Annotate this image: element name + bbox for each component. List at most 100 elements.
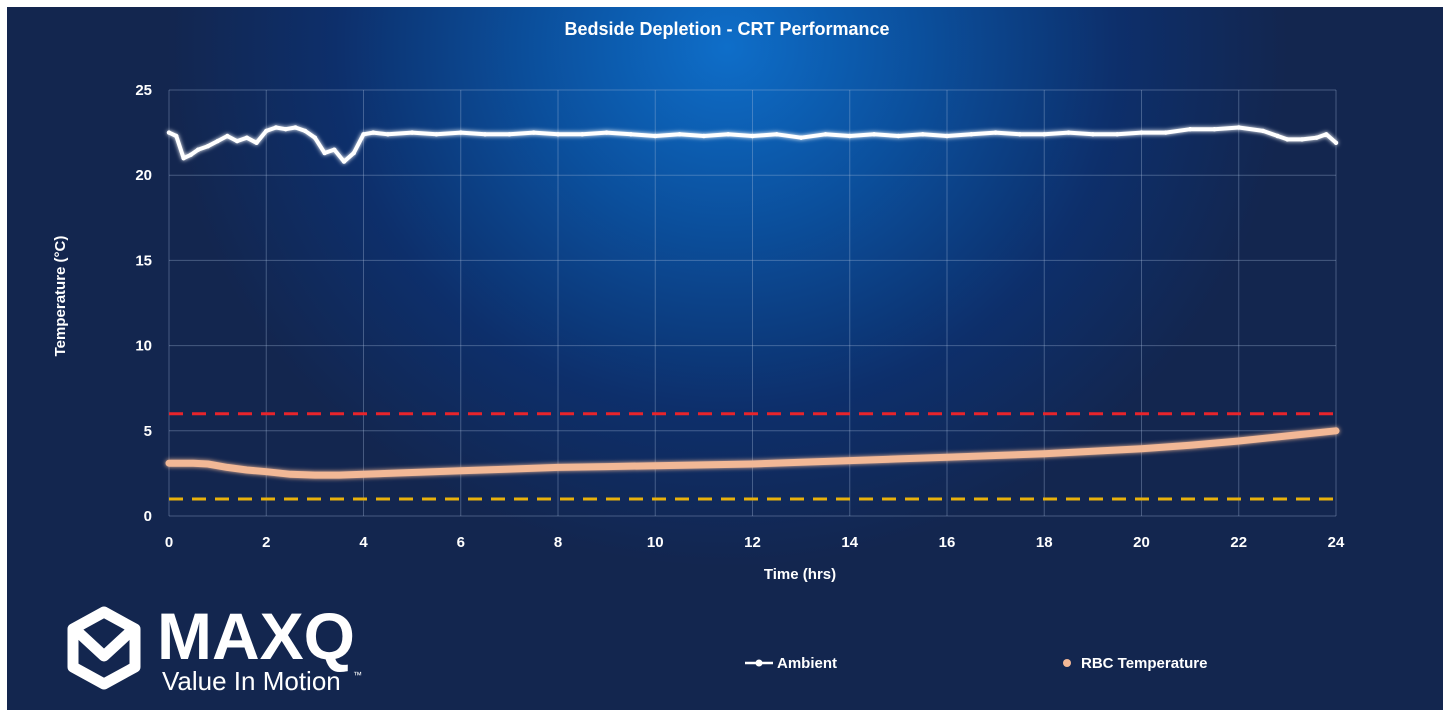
data-point-ambient: [1314, 135, 1319, 140]
y-tick-label: 20: [135, 167, 152, 184]
x-tick-label: 22: [1230, 534, 1247, 551]
data-point-ambient: [580, 132, 585, 137]
x-tick-label: 20: [1133, 534, 1150, 551]
data-point-ambient: [628, 132, 634, 137]
x-tick-label: 12: [744, 534, 761, 551]
data-point-ambient: [1187, 126, 1193, 132]
x-axis-label: Time (hrs): [764, 566, 836, 583]
data-point-rbc-temperature: [992, 452, 999, 459]
data-point-ambient: [254, 140, 259, 146]
data-point-ambient: [1114, 132, 1120, 137]
data-point-ambient: [555, 132, 561, 137]
data-point-ambient: [205, 144, 211, 149]
data-point-rbc-temperature: [555, 464, 561, 471]
data-point-rbc-temperature: [652, 462, 659, 469]
data-point-ambient: [677, 132, 682, 137]
brand-tagline: Value In Motion: [162, 666, 341, 696]
data-point-ambient: [1260, 128, 1266, 134]
data-point-ambient: [1324, 132, 1329, 137]
x-tick-label: 2: [262, 534, 270, 551]
data-point-ambient: [1236, 125, 1241, 130]
data-point-rbc-temperature: [287, 471, 294, 478]
data-point-ambient: [341, 159, 347, 164]
data-point-rbc-temperature: [166, 460, 172, 467]
data-point-rbc-temperature: [1041, 450, 1048, 457]
legend-item-ambient: Ambient: [745, 655, 837, 672]
data-point-ambient: [750, 133, 755, 139]
y-tick-label: 5: [144, 423, 152, 440]
legend-label-rbc-temperature: RBC Temperature: [1081, 655, 1207, 672]
data-point-rbc-temperature: [1235, 438, 1242, 445]
brand-logo: MAXQ Value In Motion ™: [67, 599, 362, 696]
data-point-ambient: [273, 125, 279, 130]
series-line-ambient: [167, 125, 1338, 164]
rbc-legend-marker: [1063, 659, 1071, 667]
data-point-ambient: [371, 130, 376, 135]
data-point-rbc-temperature: [263, 468, 270, 475]
data-point-rbc-temperature: [190, 460, 197, 467]
x-axis: 0 2 4 6 8 10 12 14 16 18 20 22 24: [165, 534, 1345, 551]
data-point-ambient: [434, 132, 439, 137]
data-point-ambient: [944, 133, 950, 139]
data-point-ambient: [361, 132, 366, 137]
x-tick-label: 24: [1328, 534, 1345, 551]
data-point-ambient: [1212, 126, 1217, 132]
data-point-ambient: [458, 130, 463, 135]
data-point-ambient: [920, 132, 925, 137]
data-point-ambient: [409, 130, 415, 135]
data-point-ambient: [993, 130, 998, 135]
data-point-ambient: [1139, 130, 1144, 135]
data-point-rbc-temperature: [1333, 427, 1339, 434]
data-point-ambient: [264, 128, 269, 134]
data-point-ambient: [1333, 140, 1339, 146]
data-point-rbc-temperature: [700, 461, 707, 468]
data-point-rbc-temperature: [360, 471, 367, 478]
data-point-ambient: [823, 132, 828, 137]
data-point-rbc-temperature: [204, 461, 211, 468]
data-point-ambient: [312, 135, 318, 140]
data-point-rbc-temperature: [895, 455, 902, 462]
data-point-ambient: [507, 132, 512, 137]
y-axis-label: Temperature (°C): [52, 236, 69, 357]
data-point-rbc-temperature: [1284, 432, 1291, 439]
data-point-rbc-temperature: [336, 472, 343, 479]
data-point-ambient: [701, 133, 707, 139]
data-point-ambient: [1017, 132, 1023, 137]
data-point-rbc-temperature: [224, 464, 231, 471]
x-tick-label: 0: [165, 534, 173, 551]
data-point-ambient: [1090, 132, 1096, 137]
series-layer: [165, 125, 1340, 479]
data-point-rbc-temperature: [798, 459, 805, 466]
data-point-ambient: [798, 135, 804, 140]
data-point-ambient: [1066, 130, 1071, 135]
data-point-ambient: [1299, 137, 1305, 142]
data-point-ambient: [234, 138, 240, 144]
x-tick-label: 10: [647, 534, 664, 551]
data-point-ambient: [774, 132, 780, 137]
data-point-ambient: [195, 147, 201, 152]
data-point-ambient: [188, 152, 194, 157]
data-point-rbc-temperature: [749, 461, 756, 468]
data-point-ambient: [1163, 130, 1169, 135]
data-point-ambient: [531, 130, 536, 135]
data-point-ambient: [969, 132, 974, 137]
data-point-rbc-temperature: [506, 466, 513, 473]
data-point-ambient: [332, 147, 337, 152]
data-point-ambient: [225, 133, 230, 139]
data-point-ambient: [725, 132, 731, 137]
data-point-rbc-temperature: [846, 457, 853, 464]
data-point-ambient: [244, 135, 249, 140]
data-point-ambient: [871, 132, 877, 137]
y-axis: 0 5 10 15 20 25: [135, 82, 152, 525]
data-point-ambient: [283, 126, 288, 132]
series-line-rbc-temperature: [165, 427, 1340, 479]
data-point-ambient: [604, 130, 609, 135]
data-point-rbc-temperature: [311, 472, 318, 479]
data-point-ambient: [1275, 133, 1280, 139]
legend-item-rbc-temperature: RBC Temperature: [1063, 655, 1207, 672]
data-point-ambient: [293, 125, 298, 130]
data-point-rbc-temperature: [1187, 442, 1194, 449]
chart-title: Bedside Depletion - CRT Performance: [564, 19, 889, 39]
data-point-ambient: [302, 128, 308, 134]
y-tick-label: 25: [135, 82, 152, 99]
